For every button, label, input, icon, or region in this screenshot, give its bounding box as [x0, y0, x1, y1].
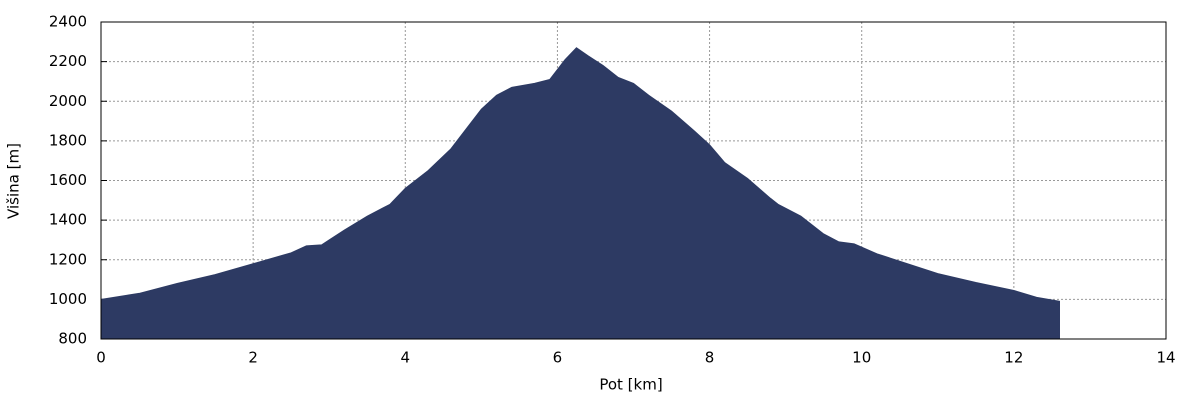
x-tick-label: 12: [1004, 349, 1023, 367]
area: [100, 47, 1060, 340]
y-tick-label: 1200: [49, 250, 87, 268]
x-tick-label: 4: [401, 349, 411, 367]
y-tick-label: 1600: [49, 171, 87, 189]
y-tick-label: 2200: [49, 52, 87, 70]
x-tick-label: 0: [96, 349, 106, 367]
x-tick-label: 6: [553, 349, 563, 367]
y-tick-label: 2400: [49, 13, 87, 31]
x-tick-label: 8: [705, 349, 715, 367]
plot-frame: [100, 21, 1167, 340]
y-tick-label: 1800: [49, 131, 87, 149]
y-tick-label: 1000: [49, 290, 87, 308]
x-axis-label: Pot [km]: [599, 376, 662, 394]
y-tick-label: 2000: [49, 92, 87, 110]
y-tick-label: 1400: [49, 211, 87, 229]
x-tick-label: 14: [1156, 349, 1175, 367]
x-tick-label: 10: [852, 349, 871, 367]
x-tick-label: 2: [248, 349, 258, 367]
y-axis-label: Višina [m]: [5, 143, 23, 219]
y-tick-label: 800: [58, 330, 87, 348]
